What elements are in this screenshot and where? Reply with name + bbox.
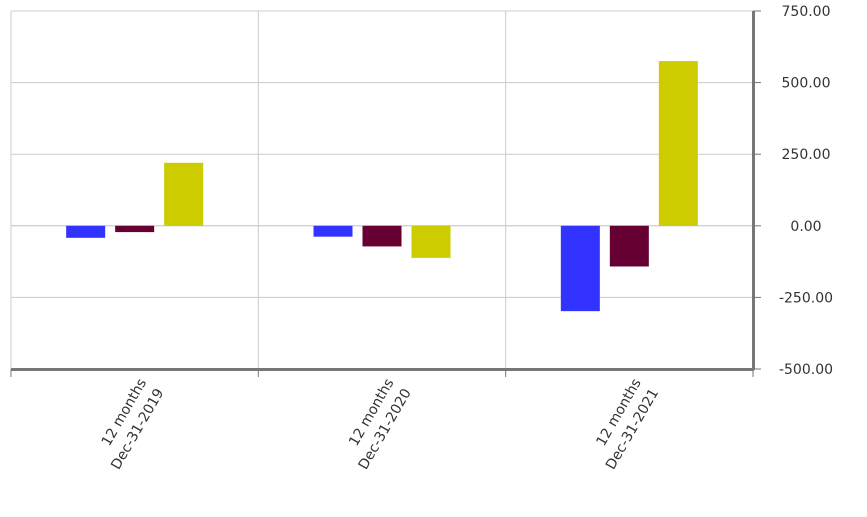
y-tick-label: 250.00 xyxy=(782,147,831,163)
y-tick-label: 750.00 xyxy=(782,4,831,20)
bar xyxy=(362,225,402,247)
grid-layer xyxy=(10,10,754,370)
x-category-label: 12 monthsDec-31-2019 xyxy=(91,376,167,472)
bar xyxy=(313,225,353,237)
bar xyxy=(164,162,204,226)
labels-layer: 750.00 500.00 250.00 0.00 -250.00 -500.00 12 m… xyxy=(91,4,833,472)
y-tick-label: 0.00 xyxy=(790,219,821,235)
y-tick-label: 500.00 xyxy=(782,76,831,92)
bar xyxy=(411,225,451,258)
x-category-label: 12 monthsDec-31-2021 xyxy=(586,376,662,472)
bar xyxy=(658,61,698,226)
bar xyxy=(115,225,155,233)
y-tick-label: -250.00 xyxy=(779,290,833,306)
bars-layer xyxy=(66,61,698,312)
axis-layer xyxy=(10,10,761,377)
bar xyxy=(560,225,600,312)
bar xyxy=(66,225,106,238)
bar xyxy=(609,225,649,267)
x-category-label: 12 monthsDec-31-2020 xyxy=(338,376,414,472)
y-tick-label: -500.00 xyxy=(779,362,833,378)
